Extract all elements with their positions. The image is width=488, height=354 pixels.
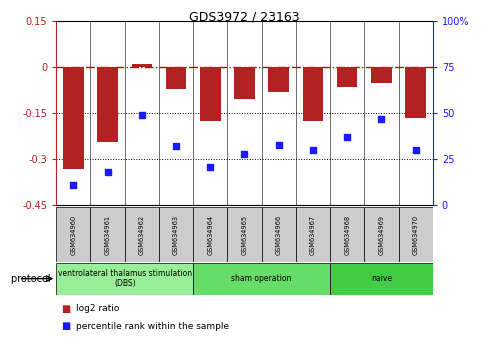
Point [411, 147, 419, 153]
Text: percentile rank within the sample: percentile rank within the sample [76, 322, 228, 331]
Text: naive: naive [370, 274, 391, 283]
Point [274, 142, 282, 147]
Bar [193, 263, 329, 295]
Text: GSM634960: GSM634960 [70, 215, 76, 255]
Bar [268, 67, 288, 92]
Point [172, 144, 180, 149]
Bar [200, 67, 220, 121]
Bar [97, 67, 118, 142]
Text: protocol: protocol [11, 274, 54, 284]
Bar [227, 207, 261, 262]
Bar [90, 207, 124, 262]
Bar [302, 67, 323, 121]
Text: GSM634970: GSM634970 [412, 215, 418, 255]
Bar [63, 67, 83, 169]
Point [206, 164, 214, 170]
Bar [364, 207, 398, 262]
Text: GSM634966: GSM634966 [275, 215, 281, 255]
Text: ventrolateral thalamus stimulation
(DBS): ventrolateral thalamus stimulation (DBS) [58, 269, 191, 288]
Text: GDS3972 / 23163: GDS3972 / 23163 [189, 11, 299, 24]
Point [377, 116, 385, 122]
Bar [398, 207, 432, 262]
Bar [295, 207, 329, 262]
Bar [56, 263, 193, 295]
Bar [234, 67, 254, 99]
Bar [329, 207, 364, 262]
Text: GSM634967: GSM634967 [309, 215, 315, 255]
Point [138, 112, 145, 118]
Bar [159, 207, 193, 262]
Text: GSM634964: GSM634964 [207, 215, 213, 255]
Bar [336, 67, 357, 87]
Text: GSM634962: GSM634962 [139, 215, 144, 255]
Text: GSM634963: GSM634963 [173, 215, 179, 255]
Bar [124, 207, 159, 262]
Text: GSM634969: GSM634969 [378, 215, 384, 255]
Text: GSM634968: GSM634968 [344, 215, 349, 255]
Bar [131, 64, 152, 67]
Point [240, 151, 248, 156]
Point [69, 182, 77, 188]
Bar [261, 207, 295, 262]
Point [343, 135, 350, 140]
Text: sham operation: sham operation [231, 274, 291, 283]
Point [103, 169, 111, 175]
Bar [165, 67, 186, 89]
Bar [56, 207, 90, 262]
Text: ■: ■ [61, 304, 70, 314]
Bar [329, 263, 432, 295]
Bar [405, 67, 425, 118]
Text: GSM634961: GSM634961 [104, 215, 110, 255]
Point [308, 147, 316, 153]
Bar [193, 207, 227, 262]
Text: GSM634965: GSM634965 [241, 215, 247, 255]
Text: log2 ratio: log2 ratio [76, 304, 119, 313]
Text: ■: ■ [61, 321, 70, 331]
Bar [370, 67, 391, 82]
